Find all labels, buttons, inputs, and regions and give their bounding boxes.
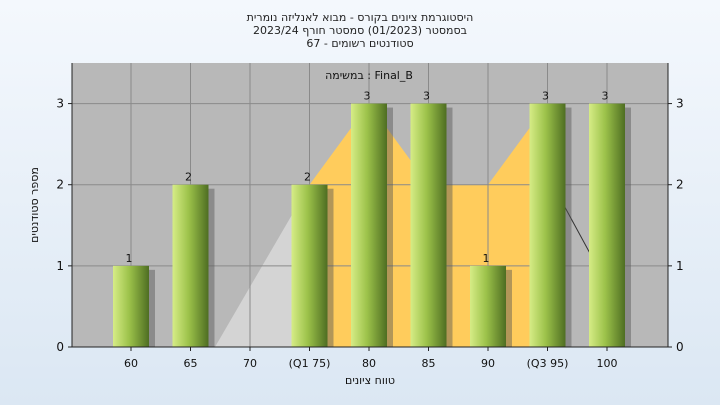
- bar: [291, 184, 328, 347]
- bar: [529, 103, 566, 347]
- data-label: 3: [542, 90, 549, 103]
- x-tick-label: 100: [597, 357, 618, 370]
- data-label: 1: [126, 252, 133, 265]
- y-tick-label-left: 2: [56, 178, 64, 192]
- chart-title-line-1: היסטוגרמת ציונים בקורס - מבוא לאנליזה נו…: [246, 11, 474, 24]
- y-tick-label-right: 0: [676, 340, 684, 354]
- x-tick-label: 65: [184, 357, 198, 370]
- x-tick-label: 80: [362, 357, 376, 370]
- y-tick-label-right: 1: [676, 259, 684, 273]
- y-axis-title: מספר סטודנטים: [28, 167, 41, 243]
- bar: [589, 103, 625, 347]
- x-tick-label: (Q1 75): [289, 357, 331, 370]
- x-tick-label: 70: [243, 357, 257, 370]
- y-tick-label-right: 3: [676, 97, 684, 111]
- y-tick-label-left: 3: [56, 97, 64, 111]
- data-label: 3: [364, 90, 371, 103]
- y-tick-label-right: 2: [676, 178, 684, 192]
- series-label: Final_B : במשימה: [325, 69, 413, 82]
- data-label: 2: [304, 171, 311, 184]
- x-axis-title: טווח ציונים: [345, 374, 395, 387]
- x-tick-label: 85: [422, 357, 436, 370]
- y-tick-label-left: 0: [56, 340, 64, 354]
- chart-title-line-3: סטודנטים רשומים - 67: [306, 37, 414, 50]
- data-label: 3: [423, 90, 430, 103]
- bar: [113, 265, 149, 347]
- y-tick-label-left: 1: [56, 259, 64, 273]
- x-tick-label: 60: [124, 357, 138, 370]
- bar: [172, 184, 209, 347]
- x-tick-label: (Q3 95): [527, 357, 569, 370]
- bar: [470, 265, 506, 347]
- x-tick-label: 90: [481, 357, 495, 370]
- data-label: 2: [185, 171, 192, 184]
- data-label: 3: [602, 90, 609, 103]
- chart-title-line-2: בסמסטר (01/2023) סמסטר חורף 2023/24: [253, 24, 467, 37]
- data-label: 1: [483, 252, 490, 265]
- bar: [410, 103, 447, 347]
- bar: [351, 103, 387, 347]
